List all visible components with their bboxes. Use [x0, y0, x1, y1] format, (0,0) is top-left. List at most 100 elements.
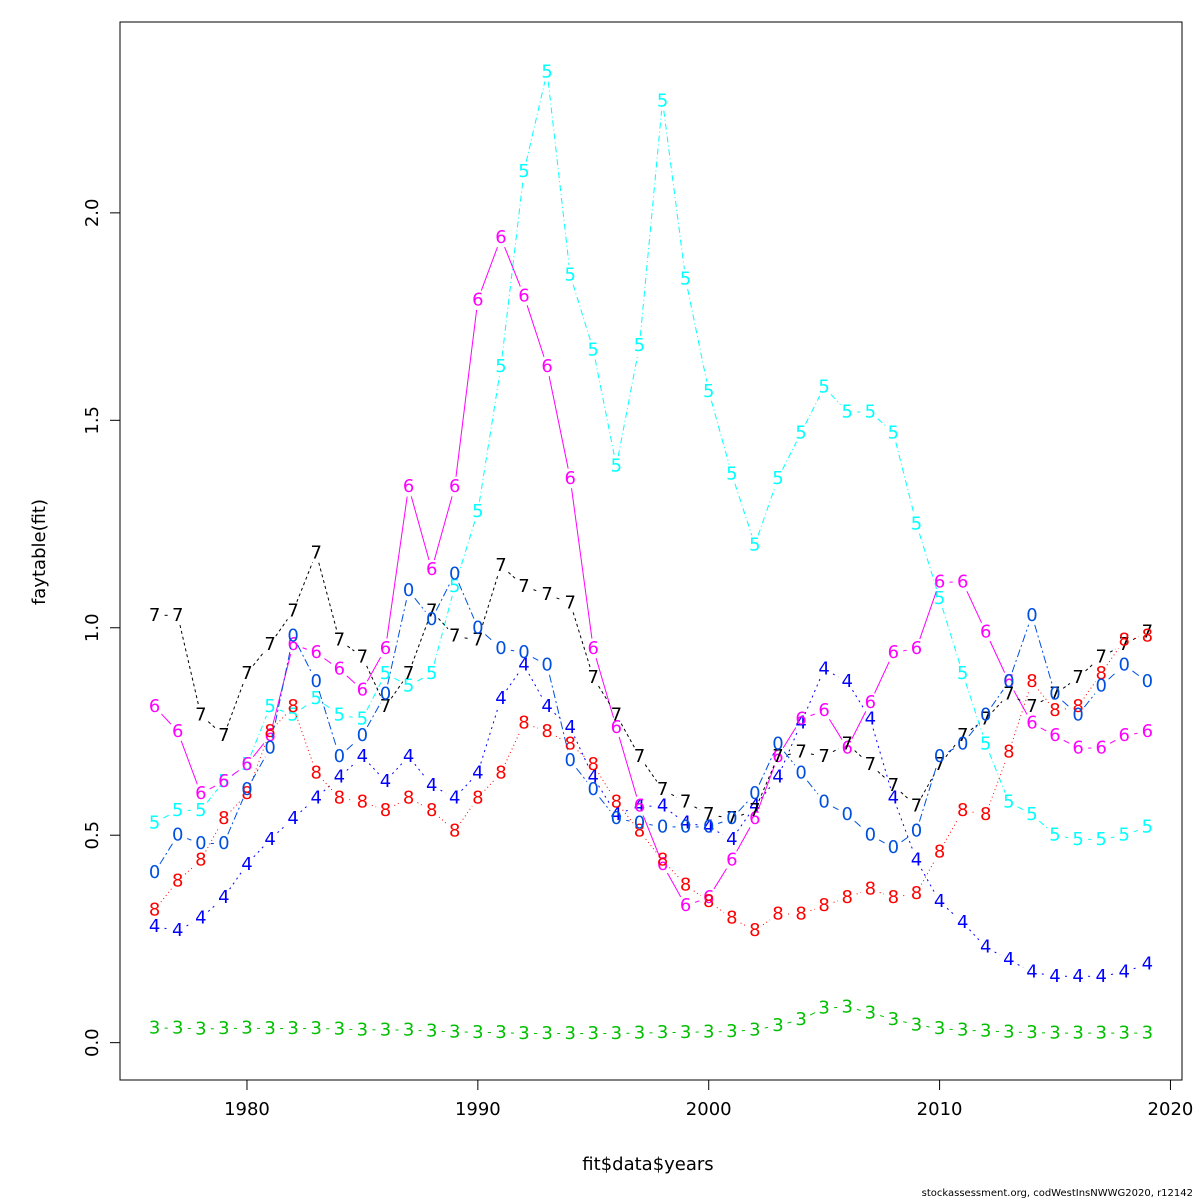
series-0-segment — [918, 765, 938, 822]
series-8-point: 8 — [334, 787, 345, 808]
series-3-segment — [903, 1021, 907, 1024]
series-5-segment — [1064, 836, 1069, 839]
series-6-point: 6 — [772, 746, 783, 767]
series-7-segment — [671, 793, 678, 798]
series-4-segment — [1041, 973, 1046, 975]
series-5-segment — [394, 677, 401, 682]
series-0-point: 0 — [772, 733, 783, 754]
series-4-point: 4 — [703, 816, 714, 837]
series-5-point: 5 — [703, 381, 714, 402]
series-8-segment — [622, 809, 634, 824]
series-6-point: 6 — [749, 808, 760, 829]
series-0-point: 0 — [241, 779, 252, 800]
series-0-point: 0 — [541, 655, 552, 676]
series-0-segment — [738, 800, 749, 812]
series-7-point: 7 — [957, 725, 968, 746]
series-8-point: 8 — [541, 721, 552, 742]
series-0-segment — [1132, 670, 1140, 677]
series-7-segment — [787, 753, 792, 756]
series-8-point: 8 — [1095, 663, 1106, 684]
series-8-point: 8 — [287, 696, 298, 717]
series-4-segment — [695, 824, 699, 826]
series-4-point: 4 — [911, 850, 922, 871]
series-4-point: 4 — [518, 655, 529, 676]
series-8-segment — [577, 750, 587, 759]
series-0-point: 0 — [957, 733, 968, 754]
series-4-segment — [1133, 966, 1139, 970]
series-6-segment — [736, 827, 751, 852]
series-3-point: 3 — [1003, 1021, 1014, 1042]
series-0-segment — [968, 722, 980, 737]
series-4-point: 4 — [472, 762, 483, 783]
series-0-segment — [186, 838, 192, 841]
series-7-point: 7 — [911, 796, 922, 817]
series-5-point: 5 — [772, 468, 783, 489]
y-tick-label: 1.0 — [82, 613, 103, 642]
series-8-segment — [903, 894, 907, 897]
series-5-point: 5 — [1119, 825, 1130, 846]
series-7-segment — [464, 637, 469, 639]
series-7-point: 7 — [541, 584, 552, 605]
series-6-segment — [903, 649, 907, 652]
series-6-point: 6 — [1072, 738, 1083, 759]
series-4-segment — [920, 868, 936, 894]
series-4-point: 4 — [680, 812, 691, 833]
series-4-segment — [368, 763, 380, 775]
series-5-segment — [163, 814, 170, 819]
series-5-point: 5 — [380, 663, 391, 684]
series-4-segment — [872, 728, 892, 789]
series-7-segment — [252, 651, 265, 666]
series-8-segment — [810, 908, 815, 912]
series-0-point: 0 — [403, 580, 414, 601]
series-5-segment — [1039, 820, 1048, 829]
series-5-point: 5 — [980, 733, 991, 754]
series-3: 3 3 3 3 3 3 3 3 3 3 3 3 3 3 3 3 3 3 3 3 3 3 3 3 3 3 3 3 33 3 3 3 3 3 3 3 3 3 3… — [149, 996, 1153, 1044]
series-4-point: 4 — [1003, 949, 1014, 970]
series-6-segment — [346, 675, 356, 684]
series-7-segment — [1085, 663, 1095, 672]
series-8-segment — [668, 867, 680, 879]
series-7-segment — [556, 597, 561, 600]
series-0-point: 0 — [287, 626, 298, 647]
series-7-point: 7 — [888, 775, 899, 796]
series-7-segment — [718, 815, 723, 818]
series-0-point: 0 — [334, 746, 345, 767]
series-6-segment — [595, 657, 615, 718]
series-7-segment — [741, 813, 746, 816]
series-7-point: 7 — [1119, 634, 1130, 655]
series-6-segment — [642, 815, 660, 856]
series-7-point: 7 — [403, 663, 414, 684]
series-7-segment — [992, 701, 1003, 713]
series-4-point: 4 — [241, 854, 252, 875]
y-axis-title: faytable(fit) — [29, 499, 50, 605]
series-7-segment — [810, 753, 815, 756]
series-6-point: 6 — [1095, 738, 1106, 759]
series-8-point: 8 — [1142, 626, 1153, 647]
series-4-segment — [781, 732, 798, 769]
series-0-point: 0 — [680, 816, 691, 837]
series-8-point: 8 — [772, 904, 783, 925]
series-4-point: 4 — [795, 713, 806, 734]
series-0-point: 0 — [1049, 684, 1060, 705]
series-5-point: 5 — [426, 663, 437, 684]
series-7-segment — [411, 620, 429, 665]
series-7-segment — [970, 724, 978, 731]
series-5-segment — [349, 716, 353, 718]
series-3-point: 3 — [634, 1023, 645, 1044]
series-8-point: 8 — [264, 721, 275, 742]
series-7-segment — [832, 748, 839, 753]
series-6-point: 6 — [218, 771, 229, 792]
series-5-segment — [433, 595, 453, 664]
series-5-segment — [877, 418, 887, 427]
series-7-segment — [1040, 698, 1047, 703]
series-6-point: 6 — [726, 850, 737, 871]
series-7-segment — [318, 562, 338, 631]
series-3-segment — [809, 1012, 816, 1016]
series-0-segment — [948, 748, 955, 753]
series-3-point: 3 — [1026, 1022, 1037, 1043]
series-0-segment — [1108, 671, 1118, 680]
series-6-segment — [782, 727, 797, 749]
series-4-point: 4 — [495, 688, 506, 709]
series-0-point: 0 — [426, 609, 437, 630]
series-6-segment — [828, 718, 843, 740]
